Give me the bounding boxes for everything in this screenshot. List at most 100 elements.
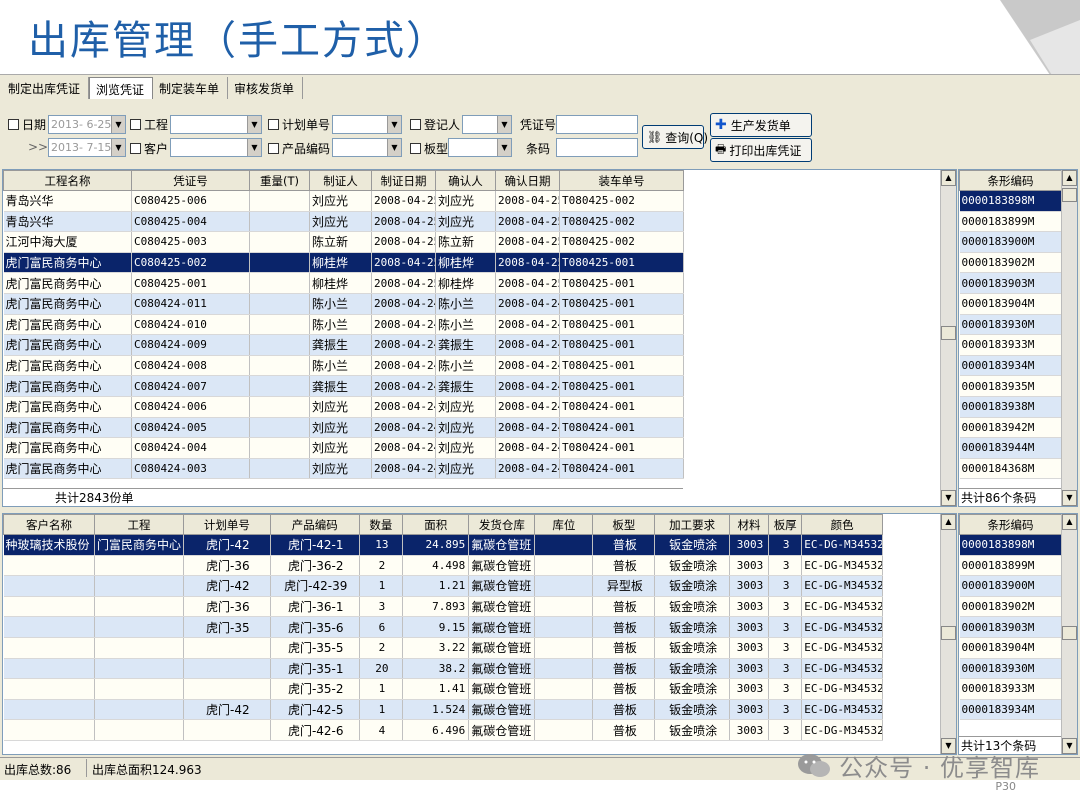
- customer-checkbox[interactable]: [130, 143, 141, 154]
- board-type-checkbox[interactable]: [410, 143, 421, 154]
- query-button[interactable]: ⛓ 查询(Q): [642, 125, 708, 149]
- date-checkbox[interactable]: [8, 119, 19, 130]
- table-row[interactable]: 虎门富民商务中心 C080425-001 柳桂烨 2008-04-25 柳桂烨 2008-…: [3, 272, 684, 294]
- dropdown-arrow-icon[interactable]: ▼: [497, 116, 511, 133]
- date-filter[interactable]: 日期: [8, 116, 46, 133]
- voucher-col-header-1[interactable]: 凭证号: [131, 170, 250, 191]
- table-row[interactable]: 虎门富民商务中心 C080424-007 龚振生 2008-04-24 龚振生 2008-…: [3, 375, 684, 397]
- detail-col-header-1[interactable]: 工程: [94, 514, 184, 535]
- plan-no-filter[interactable]: 计划单号: [268, 116, 330, 133]
- tab-3[interactable]: 制定装车单: [153, 77, 229, 99]
- dropdown-arrow-icon[interactable]: ▼: [497, 139, 511, 156]
- list-item[interactable]: 0000183903M: [959, 272, 1062, 294]
- registrar-checkbox[interactable]: [410, 119, 421, 130]
- table-row[interactable]: 虎门富民商务中心 C080424-009 龚振生 2008-04-24 龚振生 2008-…: [3, 334, 684, 356]
- list-item[interactable]: 0000183898M: [959, 190, 1062, 212]
- scroll-thumb[interactable]: [1062, 188, 1077, 202]
- detail-col-header-3[interactable]: 产品编码: [269, 514, 360, 535]
- detail-col-header-11[interactable]: 板厚: [768, 514, 803, 535]
- print-voucher-button[interactable]: 🖶 打印出库凭证: [710, 138, 812, 162]
- detail-col-header-8[interactable]: 板型: [592, 514, 656, 535]
- product-code-select[interactable]: ▼: [332, 138, 402, 157]
- list-item[interactable]: 0000184368M: [959, 458, 1062, 480]
- list-item[interactable]: 0000183904M: [959, 637, 1062, 659]
- list-item[interactable]: 0000183930M: [959, 658, 1062, 680]
- dropdown-arrow-icon[interactable]: ▼: [111, 116, 125, 133]
- top-barcode-list[interactable]: 条形编码 0000183898M 0000183899M 0000183900M 00…: [958, 169, 1078, 507]
- tab-4[interactable]: 审核发货单: [228, 77, 304, 99]
- list-item[interactable]: 0000183904M: [959, 293, 1062, 315]
- dropdown-arrow-icon[interactable]: ▼: [247, 139, 261, 156]
- table-row[interactable]: 虎门-42 虎门-42-5 1 1.524 氟碳仓管班 普板 钣金喷涂 3003 3 EC-DG-…: [3, 699, 883, 721]
- table-row[interactable]: 虎门富民商务中心 C080424-004 刘应光 2008-04-24 刘应光 2008-…: [3, 437, 684, 459]
- detail-col-header-2[interactable]: 计划单号: [182, 514, 271, 535]
- list-item[interactable]: 0000183899M: [959, 555, 1062, 577]
- detail-col-header-9[interactable]: 加工要求: [654, 514, 730, 535]
- barcode-input[interactable]: [556, 138, 638, 157]
- tab-2[interactable]: 浏览凭证: [89, 77, 154, 99]
- dropdown-arrow-icon[interactable]: ▼: [111, 139, 125, 156]
- date-to-picker[interactable]: 2013- 7-15 ▼: [48, 138, 126, 157]
- list-item[interactable]: 0000183900M: [959, 575, 1062, 597]
- project-checkbox[interactable]: [130, 119, 141, 130]
- customer-filter[interactable]: 客户: [130, 140, 168, 157]
- table-row[interactable]: 江河中海大厦 C080425-003 陈立新 2008-04-25 陈立新 2008-04…: [3, 231, 684, 253]
- list-item[interactable]: 0000183930M: [959, 314, 1062, 336]
- voucher-col-header-5[interactable]: 确认人: [435, 170, 496, 191]
- top-barcode-scrollbar[interactable]: ▲ ▼: [1061, 170, 1077, 506]
- scroll-thumb[interactable]: [1062, 626, 1077, 640]
- table-row[interactable]: 虎门富民商务中心 C080424-003 刘应光 2008-04-24 刘应光 2008-…: [3, 458, 684, 480]
- list-item[interactable]: 0000183944M: [959, 437, 1062, 459]
- plan-no-checkbox[interactable]: [268, 119, 279, 130]
- voucher-col-header-4[interactable]: 制证日期: [371, 170, 436, 191]
- table-row[interactable]: 虎门富民商务中心 C080424-006 刘应光 2008-04-24 刘应光 2008-…: [3, 396, 684, 418]
- table-row[interactable]: 虎门-42 虎门-42-39 1 1.21 氟碳仓管班 异型板 钣金喷涂 3003 3 EC-DG…: [3, 575, 883, 597]
- table-row[interactable]: 青岛兴华 C080425-004 刘应光 2008-04-25 刘应光 2008-04-2…: [3, 211, 684, 233]
- list-item[interactable]: 0000183942M: [959, 417, 1062, 439]
- table-row[interactable]: 虎门富民商务中心 C080424-010 陈小兰 2008-04-24 陈小兰 2008-…: [3, 314, 684, 336]
- customer-select[interactable]: ▼: [170, 138, 262, 157]
- registrar-filter[interactable]: 登记人: [410, 116, 460, 133]
- production-dispatch-button[interactable]: ✚ 生产发货单: [710, 113, 812, 137]
- table-row[interactable]: 青岛兴华 C080425-006 刘应光 2008-04-25 刘应光 2008-04-2…: [3, 190, 684, 212]
- project-filter[interactable]: 工程: [130, 116, 168, 133]
- table-row[interactable]: 虎门-35-2 1 1.41 氟碳仓管班 普板 钣金喷涂 3003 3 EC-DG-M34532: [3, 678, 883, 700]
- voucher-col-header-7[interactable]: 装车单号: [559, 170, 684, 191]
- scroll-up-icon[interactable]: ▲: [1062, 170, 1077, 186]
- list-item[interactable]: 0000183900M: [959, 231, 1062, 253]
- detail-col-header-10[interactable]: 材料: [728, 514, 770, 535]
- list-item[interactable]: 0000183933M: [959, 678, 1062, 700]
- scroll-down-icon[interactable]: ▼: [941, 490, 956, 506]
- table-row[interactable]: 虎门-35-1 20 38.2 氟碳仓管班 普板 钣金喷涂 3003 3 EC-DG-M3453…: [3, 658, 883, 680]
- voucher-col-header-0[interactable]: 工程名称: [3, 170, 132, 191]
- detail-scrollbar[interactable]: ▲ ▼: [940, 514, 956, 754]
- voucher-col-header-3[interactable]: 制证人: [309, 170, 372, 191]
- scroll-down-icon[interactable]: ▼: [1062, 738, 1077, 754]
- voucher-scrollbar[interactable]: ▲ ▼: [940, 170, 956, 506]
- dropdown-arrow-icon[interactable]: ▼: [387, 139, 401, 156]
- project-select[interactable]: ▼: [170, 115, 262, 134]
- detail-grid[interactable]: 客户名称 工程 计划单号 产品编码 数量 面积 发货仓库 库位 板型 加工要求 材料 板厚 颜色 种玻璃…: [2, 513, 957, 755]
- list-item[interactable]: 0000183903M: [959, 616, 1062, 638]
- voucher-col-header-2[interactable]: 重量(T): [249, 170, 310, 191]
- list-item[interactable]: 0000183898M: [959, 534, 1062, 556]
- table-row[interactable]: 种玻璃技术股份 门富民商务中心 虎门-42 虎门-42-1 13 24.895 氟碳仓管班 普…: [3, 534, 883, 556]
- detail-col-header-12[interactable]: 颜色: [801, 514, 883, 535]
- bottom-barcode-scrollbar[interactable]: ▲ ▼: [1061, 514, 1077, 754]
- scroll-thumb[interactable]: [941, 326, 956, 340]
- list-item[interactable]: 0000183934M: [959, 699, 1062, 721]
- scroll-up-icon[interactable]: ▲: [941, 170, 956, 186]
- scroll-up-icon[interactable]: ▲: [941, 514, 956, 530]
- table-row[interactable]: 虎门富民商务中心 C080425-002 柳桂烨 2008-04-25 柳桂烨 2008-…: [3, 252, 684, 274]
- list-item[interactable]: 0000183902M: [959, 596, 1062, 618]
- table-row[interactable]: 虎门-35 虎门-35-6 6 9.15 氟碳仓管班 普板 钣金喷涂 3003 3 EC-DG-M…: [3, 616, 883, 638]
- list-item[interactable]: 0000183938M: [959, 396, 1062, 418]
- list-item[interactable]: 0000183935M: [959, 375, 1062, 397]
- scroll-down-icon[interactable]: ▼: [1062, 490, 1077, 506]
- detail-col-header-6[interactable]: 发货仓库: [468, 514, 536, 535]
- scroll-up-icon[interactable]: ▲: [1062, 514, 1077, 530]
- board-type-select[interactable]: ▼: [448, 138, 512, 157]
- voucher-no-input[interactable]: [556, 115, 638, 134]
- product-code-checkbox[interactable]: [268, 143, 279, 154]
- detail-col-header-0[interactable]: 客户名称: [3, 514, 95, 535]
